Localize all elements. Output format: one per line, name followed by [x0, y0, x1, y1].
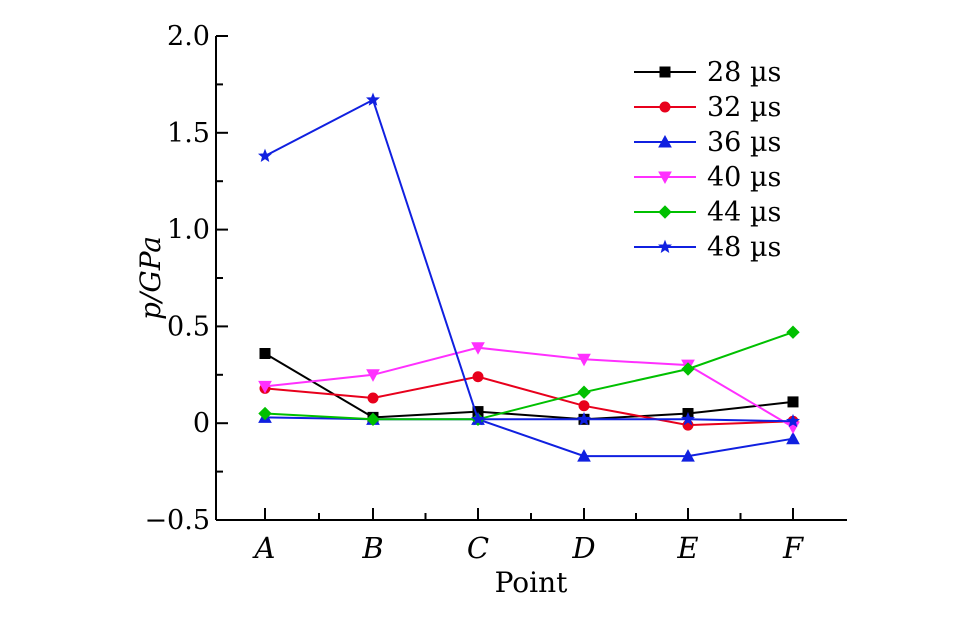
legend-item: 32 µs [634, 92, 781, 123]
data-point [681, 411, 695, 426]
data-point [366, 92, 380, 106]
series-line [264, 346, 794, 428]
legend-marker [659, 101, 671, 113]
legend-label: 28 µs [707, 57, 781, 88]
y-ticks: −0.5 0 0.5 1.0 1.5 2.0 [144, 21, 228, 536]
data-point [259, 348, 271, 360]
data-point [786, 413, 800, 428]
legend-marker [658, 171, 672, 185]
series-layer [258, 92, 800, 462]
data-point [787, 396, 799, 408]
data-point [577, 411, 591, 426]
data-point [786, 431, 800, 445]
series-line [264, 98, 794, 423]
legend-item: 48 µs [634, 232, 781, 263]
series-1 [259, 371, 799, 431]
data-point [366, 412, 380, 427]
x-tick-label: C [467, 531, 489, 565]
data-point [471, 342, 485, 355]
y-tick-label: 1.5 [167, 118, 210, 149]
data-point [681, 449, 695, 462]
data-point [681, 362, 695, 376]
legend-marker [658, 134, 672, 148]
data-point [472, 371, 484, 383]
data-point [258, 380, 272, 394]
data-point [578, 400, 590, 412]
y-tick-label: 2.0 [167, 21, 210, 52]
series-line [264, 352, 794, 421]
legend-label: 40 µs [707, 162, 781, 193]
legend-label: 32 µs [707, 92, 781, 123]
x-tick-label: A [252, 531, 276, 565]
data-point [577, 353, 591, 367]
series-line [264, 331, 794, 421]
legend-item: 44 µs [634, 197, 781, 228]
legend-label: 36 µs [707, 127, 781, 158]
y-tick-label: −0.5 [144, 505, 210, 536]
legend: 28 µs 32 µs 36 µs 40 µs 44 µs 48 µs [634, 57, 781, 263]
legend-item: 36 µs [634, 127, 781, 158]
data-point [577, 385, 591, 399]
y-axis-title: p/GPa [134, 236, 167, 320]
series-0 [259, 348, 799, 425]
data-point [471, 411, 485, 426]
data-point [258, 148, 272, 163]
y-tick-label: 0 [193, 408, 210, 439]
legend-item: 40 µs [634, 162, 781, 193]
x-tick-label: D [571, 531, 595, 565]
x-ticks: A B C D E F [252, 508, 804, 565]
y-tick-label: 1.0 [167, 215, 210, 246]
legend-item: 28 µs [634, 57, 781, 88]
data-point [786, 325, 800, 339]
legend-marker [658, 239, 672, 254]
data-point [258, 406, 272, 421]
series-line [264, 375, 794, 427]
data-point [577, 449, 591, 462]
series-5 [258, 92, 800, 428]
legend-marker [658, 205, 672, 219]
legend-label: 48 µs [707, 232, 781, 263]
x-tick-label: B [361, 531, 383, 565]
y-tick-label: 0.5 [167, 311, 210, 342]
x-tick-label: E [676, 531, 698, 565]
x-axis-title: Point [495, 566, 569, 599]
legend-label: 44 µs [707, 197, 781, 228]
legend-marker [659, 66, 671, 78]
data-point [367, 392, 379, 404]
x-tick-label: F [782, 531, 804, 565]
data-point [366, 369, 380, 382]
